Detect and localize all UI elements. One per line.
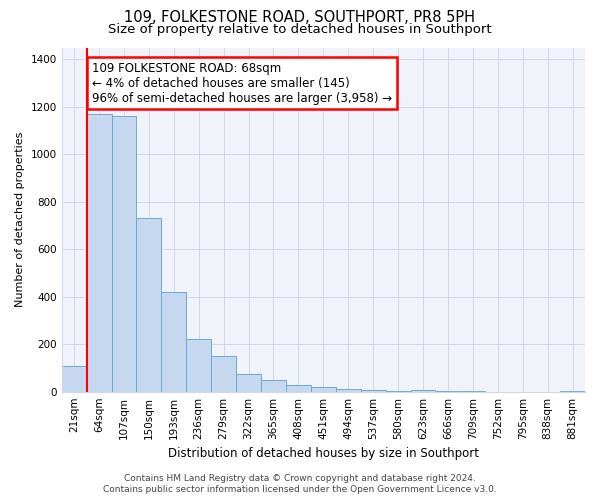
Text: 109, FOLKESTONE ROAD, SOUTHPORT, PR8 5PH: 109, FOLKESTONE ROAD, SOUTHPORT, PR8 5PH bbox=[125, 10, 476, 25]
Bar bbox=[161, 292, 186, 392]
Bar bbox=[112, 116, 136, 392]
Bar bbox=[410, 390, 436, 392]
X-axis label: Distribution of detached houses by size in Southport: Distribution of detached houses by size … bbox=[168, 447, 479, 460]
Bar bbox=[336, 390, 361, 392]
Bar bbox=[86, 114, 112, 392]
Bar bbox=[311, 388, 336, 392]
Bar bbox=[136, 218, 161, 392]
Text: Contains HM Land Registry data © Crown copyright and database right 2024.
Contai: Contains HM Land Registry data © Crown c… bbox=[103, 474, 497, 494]
Bar bbox=[186, 340, 211, 392]
Text: Size of property relative to detached houses in Southport: Size of property relative to detached ho… bbox=[108, 22, 492, 36]
Bar bbox=[361, 390, 386, 392]
Bar bbox=[261, 380, 286, 392]
Text: 109 FOLKESTONE ROAD: 68sqm
← 4% of detached houses are smaller (145)
96% of semi: 109 FOLKESTONE ROAD: 68sqm ← 4% of detac… bbox=[92, 62, 392, 104]
Bar bbox=[211, 356, 236, 392]
Bar bbox=[236, 374, 261, 392]
Bar bbox=[62, 366, 86, 392]
Y-axis label: Number of detached properties: Number of detached properties bbox=[15, 132, 25, 308]
Bar bbox=[286, 384, 311, 392]
